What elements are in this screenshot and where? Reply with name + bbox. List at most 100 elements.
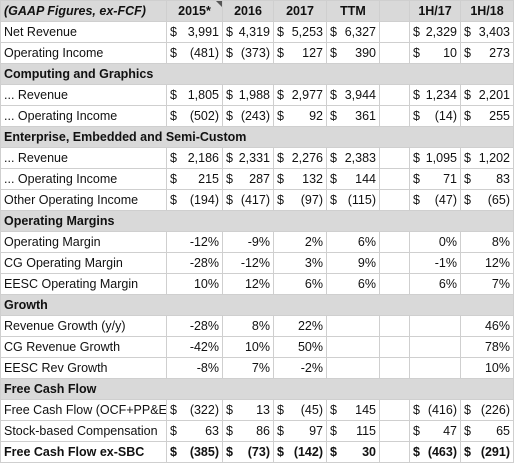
- row-label: ... Operating Income: [0, 105, 167, 127]
- table-cell: $215: [166, 168, 223, 190]
- col-header: TTM: [326, 0, 380, 22]
- cell-value: 97: [309, 424, 323, 438]
- currency-symbol: $: [330, 109, 337, 123]
- cell-value: (65): [487, 193, 510, 207]
- cell-value: 1,095: [425, 151, 457, 165]
- currency-symbol: $: [464, 88, 471, 102]
- table-cell: $2,383: [326, 147, 380, 169]
- table-cell: 0%: [409, 231, 461, 253]
- cell-value: 63: [205, 424, 219, 438]
- table-cell: $30: [326, 441, 380, 463]
- currency-symbol: $: [170, 88, 177, 102]
- table-cell: $273: [460, 42, 514, 64]
- table-cell: $10: [409, 42, 461, 64]
- cell-value: (417): [240, 193, 270, 207]
- cell-value: (47): [434, 193, 457, 207]
- row-label: Revenue Growth (y/y): [0, 315, 167, 337]
- table-cell: -12%: [166, 231, 223, 253]
- currency-symbol: $: [330, 424, 337, 438]
- col-header: 2017: [273, 0, 327, 22]
- section-title: Operating Margins: [0, 210, 514, 232]
- row-label: Net Revenue: [0, 21, 167, 43]
- currency-symbol: $: [464, 172, 471, 186]
- currency-symbol: $: [330, 445, 337, 459]
- table-cell: 10%: [166, 273, 223, 295]
- cell-value: 2,383: [344, 151, 376, 165]
- table-cell: -28%: [166, 252, 223, 274]
- cell-value: 2,186: [187, 151, 219, 165]
- cell-value: (416): [427, 403, 457, 417]
- cell-value: 287: [249, 172, 270, 186]
- table-cell: $145: [326, 399, 380, 421]
- cell-value: 10: [443, 46, 457, 60]
- table-row: EESC Operating Margin 10% 12% 6% 6% 6% 7%: [0, 273, 514, 295]
- cell-value: (97): [300, 193, 323, 207]
- table-cell: $2,186: [166, 147, 223, 169]
- currency-symbol: $: [413, 193, 420, 207]
- table-cell: -28%: [166, 315, 223, 337]
- row-label: EESC Rev Growth: [0, 357, 167, 379]
- currency-symbol: $: [330, 193, 337, 207]
- cell-value: 86: [256, 424, 270, 438]
- section-header-row: Enterprise, Embedded and Semi-Custom: [0, 126, 514, 148]
- cell-value: 390: [355, 46, 376, 60]
- currency-symbol: $: [413, 151, 420, 165]
- currency-symbol: $: [170, 25, 177, 39]
- currency-symbol: $: [170, 151, 177, 165]
- cell-value: 71: [443, 172, 457, 186]
- table-row: ... Operating Income $ (502) $ (243) $92 $361 $…: [0, 105, 514, 127]
- currency-symbol: $: [464, 109, 471, 123]
- table-cell: 22%: [273, 315, 327, 337]
- col-header: 2015*: [166, 0, 223, 22]
- col-header: 1H/18: [460, 0, 514, 22]
- table-cell: $3,944: [326, 84, 380, 106]
- row-label: CG Revenue Growth: [0, 336, 167, 358]
- col-header: [379, 0, 410, 22]
- table-cell: $47: [409, 420, 461, 442]
- table-row: ... Operating Income $215 $287 $132 $144 $71 $…: [0, 168, 514, 190]
- cell-value: 65: [496, 424, 510, 438]
- table-cell: $ (97): [273, 189, 327, 211]
- table-row: Net Revenue $3,991 $4,319 $5,253 $6,327 $2,32…: [0, 21, 514, 43]
- table-cell: $361: [326, 105, 380, 127]
- table-cell: -8%: [166, 357, 223, 379]
- table-cell: $ (463): [409, 441, 461, 463]
- section-header-row: Growth: [0, 294, 514, 316]
- row-label: Free Cash Flow (OCF+PP&E): [0, 399, 167, 421]
- table-cell: 78%: [460, 336, 514, 358]
- table-row: Stock-based Compensation $63 $86 $97 $115 $47…: [0, 420, 514, 442]
- header-label: (GAAP Figures, ex-FCF): [0, 0, 167, 22]
- table-cell: [409, 336, 461, 358]
- table-cell: $127: [273, 42, 327, 64]
- currency-symbol: $: [277, 403, 284, 417]
- table-cell: $ (14): [409, 105, 461, 127]
- table-cell: -9%: [222, 231, 274, 253]
- table-row: CG Operating Margin -28% -12% 3% 9% -1% 12%: [0, 252, 514, 274]
- table-cell: $65: [460, 420, 514, 442]
- table-row: Other Operating Income $ (194) $ (417) $ (97) $…: [0, 189, 514, 211]
- spacer-cell: [379, 105, 410, 127]
- cell-value: 361: [355, 109, 376, 123]
- spacer-cell: [379, 147, 410, 169]
- spacer-cell: [379, 399, 410, 421]
- section-title: Enterprise, Embedded and Semi-Custom: [0, 126, 514, 148]
- section-header-row: Computing and Graphics: [0, 63, 514, 85]
- table-cell: $ (416): [409, 399, 461, 421]
- currency-symbol: $: [464, 25, 471, 39]
- row-label: Other Operating Income: [0, 189, 167, 211]
- table-cell: [326, 315, 380, 337]
- table-cell: $ (47): [409, 189, 461, 211]
- row-label: ... Operating Income: [0, 168, 167, 190]
- currency-symbol: $: [277, 109, 284, 123]
- table-cell: 10%: [460, 357, 514, 379]
- table-cell: $ (417): [222, 189, 274, 211]
- table-cell: 46%: [460, 315, 514, 337]
- currency-symbol: $: [330, 172, 337, 186]
- table-cell: 6%: [326, 273, 380, 295]
- table-cell: $ (502): [166, 105, 223, 127]
- cell-value: 2,977: [291, 88, 323, 102]
- table-cell: [409, 315, 461, 337]
- row-label: Operating Income: [0, 42, 167, 64]
- table-cell: -42%: [166, 336, 223, 358]
